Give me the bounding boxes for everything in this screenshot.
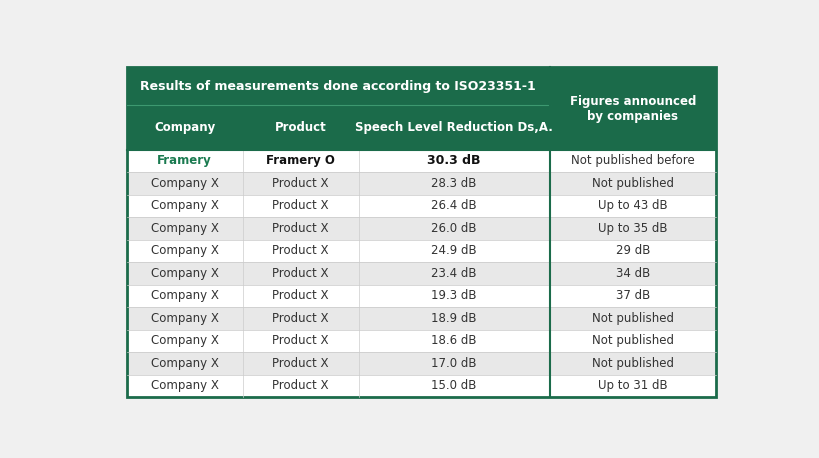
Text: 34 dB: 34 dB [615,267,649,280]
Text: Product X: Product X [272,312,328,325]
Text: 18.9 dB: 18.9 dB [431,312,477,325]
Bar [126,352,242,375]
Text: 29 dB: 29 dB [615,245,649,257]
Text: Up to 31 dB: Up to 31 dB [597,379,667,393]
Text: Company X: Company X [151,379,219,393]
Bar [126,195,242,217]
Text: Framery: Framery [157,154,212,168]
Bar [126,375,242,397]
Text: Figures announced
by companies: Figures announced by companies [569,94,695,123]
Bar [549,262,715,284]
Bar [126,330,242,352]
Bar [549,172,715,195]
Bar [126,172,242,195]
Bar [126,150,242,172]
Bar [242,307,358,330]
Text: Not published: Not published [591,357,673,370]
Text: Not published: Not published [591,312,673,325]
Text: 18.6 dB: 18.6 dB [431,334,477,347]
Text: Company: Company [154,121,215,134]
Bar [549,150,715,172]
Bar [126,307,242,330]
Text: Company X: Company X [151,177,219,190]
Bar [242,330,358,352]
Text: 30.3 dB: 30.3 dB [427,154,480,168]
Text: 19.3 dB: 19.3 dB [431,289,477,302]
Bar [358,307,549,330]
Bar [242,284,358,307]
Text: Company X: Company X [151,289,219,302]
Bar [126,262,242,284]
Text: Not published: Not published [591,177,673,190]
Bar [549,284,715,307]
Text: Company X: Company X [151,199,219,213]
Bar [242,240,358,262]
Bar [358,217,549,240]
Text: Company X: Company X [151,267,219,280]
Bar [242,262,358,284]
Text: Up to 35 dB: Up to 35 dB [597,222,667,235]
Bar [358,284,549,307]
Text: 26.0 dB: 26.0 dB [431,222,477,235]
Text: 26.4 dB: 26.4 dB [431,199,477,213]
Text: Speech Level Reduction Ds,A.: Speech Level Reduction Ds,A. [355,121,552,134]
Text: Product X: Product X [272,289,328,302]
Bar [242,172,358,195]
Bar [549,375,715,397]
Bar [549,307,715,330]
Text: Results of measurements done according to ISO23351-1: Results of measurements done according t… [140,80,536,93]
Bar [242,375,358,397]
Text: Company X: Company X [151,245,219,257]
Bar [549,330,715,352]
Text: Product X: Product X [272,177,328,190]
Text: 28.3 dB: 28.3 dB [431,177,476,190]
Bar [358,172,549,195]
Bar [242,150,358,172]
Bar [549,217,715,240]
Text: Product X: Product X [272,267,328,280]
Text: 15.0 dB: 15.0 dB [431,379,476,393]
Text: Company X: Company X [151,357,219,370]
Text: Company X: Company X [151,312,219,325]
Bar [358,262,549,284]
Bar [358,352,549,375]
Text: Company X: Company X [151,334,219,347]
Text: Product X: Product X [272,245,328,257]
Bar [549,195,715,217]
Text: Not published before: Not published before [570,154,694,168]
Text: 23.4 dB: 23.4 dB [431,267,477,280]
Text: 17.0 dB: 17.0 dB [431,357,477,370]
Text: Product X: Product X [272,199,328,213]
Bar [549,240,715,262]
Text: Company X: Company X [151,222,219,235]
Bar [242,352,358,375]
Bar [126,217,242,240]
Bar [358,240,549,262]
Bar [242,195,358,217]
Text: Product X: Product X [272,357,328,370]
Text: Product X: Product X [272,379,328,393]
Text: 37 dB: 37 dB [615,289,649,302]
Text: Not published: Not published [591,334,673,347]
Bar [126,284,242,307]
Text: Product X: Product X [272,334,328,347]
Text: 24.9 dB: 24.9 dB [431,245,477,257]
Bar [242,217,358,240]
Bar [549,352,715,375]
Text: Product: Product [274,121,326,134]
Bar [126,240,242,262]
Bar [358,150,549,172]
Text: Product X: Product X [272,222,328,235]
Bar [358,375,549,397]
Text: Up to 43 dB: Up to 43 dB [597,199,667,213]
Bar [358,195,549,217]
Text: Framery O: Framery O [266,154,335,168]
Bar [358,330,549,352]
